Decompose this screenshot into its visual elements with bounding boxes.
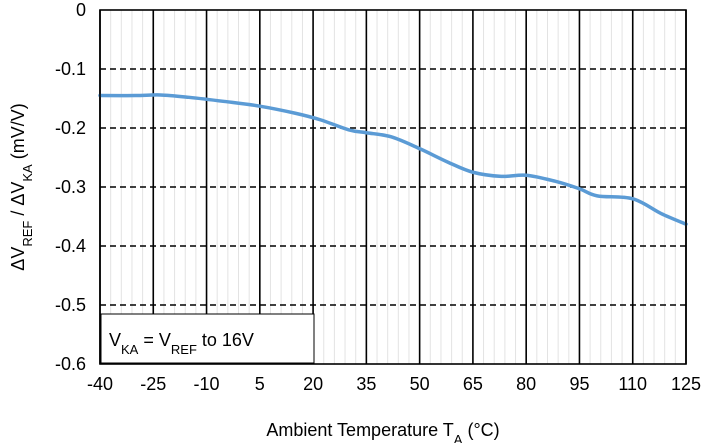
y-tick-label: -0.5 [55, 295, 86, 315]
x-axis-title: Ambient Temperature TA (°C) [266, 420, 499, 443]
annotation-background [100, 313, 315, 364]
text-part: (mV/V) [8, 103, 28, 164]
series-layer [98, 93, 688, 226]
x-tick-label: -10 [194, 374, 220, 394]
x-axis-title-unit: (°C) [462, 420, 499, 440]
x-tick-label: 95 [569, 374, 589, 394]
annotation-text: VKA = VREF to 16V [109, 330, 254, 357]
y-tick-label: -0.1 [55, 59, 86, 79]
x-tick-label: -25 [140, 374, 166, 394]
text-part: to 16V [197, 330, 254, 350]
annotation-box: VKA = VREF to 16V [100, 313, 315, 364]
x-tick-label: 20 [303, 374, 323, 394]
subscript: REF [20, 221, 35, 247]
x-tick-labels: -40 -25 -10 5 20 35 50 65 80 95 110 125 [87, 374, 701, 394]
subscript: KA [121, 342, 139, 357]
y-tick-label: -0.2 [55, 118, 86, 138]
x-tick-label: -40 [87, 374, 113, 394]
x-tick-label: 65 [463, 374, 483, 394]
y-tick-label: -0.3 [55, 177, 86, 197]
text-part: ΔV [8, 247, 28, 271]
x-tick-label: 110 [618, 374, 647, 394]
x-tick-label: 35 [356, 374, 376, 394]
x-tick-label: 50 [410, 374, 430, 394]
y-tick-label: 0 [76, 0, 86, 20]
y-tick-label: -0.6 [55, 354, 86, 374]
y-axis-title: ΔVREF / ΔVKA (mV/V) [8, 103, 35, 270]
subscript: REF [171, 342, 197, 357]
series-line-0 [98, 93, 688, 226]
x-tick-label: 5 [255, 374, 265, 394]
text-part: / ΔV [8, 182, 28, 221]
horizontal-grid [100, 68, 686, 306]
text-part: V [109, 330, 121, 350]
x-tick-label: 125 [671, 374, 701, 394]
y-tick-label: -0.4 [55, 236, 86, 256]
subscript: KA [20, 164, 35, 182]
text-part: = V [138, 330, 171, 350]
x-axis-title-sub: A [454, 432, 463, 443]
x-tick-label: 80 [516, 374, 536, 394]
plot-frame [99, 9, 687, 365]
y-tick-labels: 0 -0.1 -0.2 -0.3 -0.4 -0.5 -0.6 [55, 0, 86, 374]
x-axis-title-base: Ambient Temperature T [266, 420, 453, 440]
